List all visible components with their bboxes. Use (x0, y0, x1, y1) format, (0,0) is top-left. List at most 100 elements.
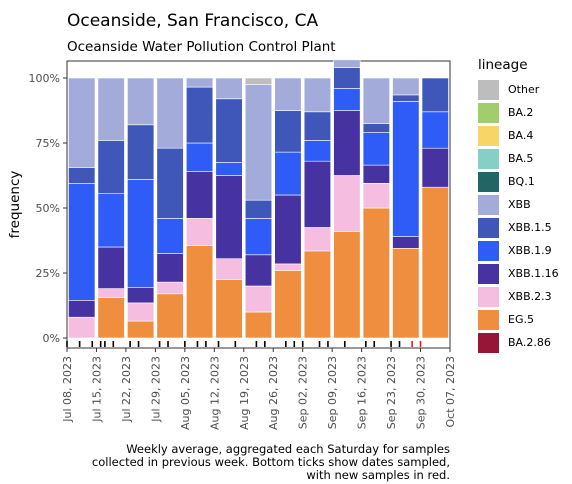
bar-segment-xbb (333, 59, 361, 68)
bar-segment-xbb-1-16 (362, 164, 390, 184)
bar-segment-xbb-1-5 (68, 167, 96, 184)
y-tick-label: 0% (43, 332, 60, 345)
legend-swatch (478, 287, 499, 307)
y-tick-label: 25% (36, 267, 60, 280)
bar-segment-xbb-1-16 (392, 236, 420, 249)
caption-line: Weekly average, aggregated each Saturday… (126, 442, 450, 456)
x-tick-label: Jul 22, 2023 (120, 356, 133, 423)
bar-segment-xbb-1-5 (127, 124, 155, 180)
bar-segment-xbb-1-9 (215, 162, 243, 176)
bar-segment-xbb-1-9 (244, 218, 273, 256)
legend-item: BA.5 (478, 149, 568, 169)
bar-segment-eg-5 (333, 231, 361, 339)
bar-segment-xbb-1-5 (156, 147, 184, 219)
bar-segment-xbb-1-9 (68, 183, 96, 301)
legend-label: XBB.1.9 (508, 244, 552, 257)
bar-segment-xbb (97, 77, 125, 141)
bar-segment-xbb-1-9 (97, 193, 125, 248)
bar-segment-other (244, 77, 273, 85)
legend-label: EG.5 (508, 313, 534, 326)
legend-item: BA.2.86 (478, 333, 568, 353)
legend-label: Other (508, 83, 540, 96)
bar-segment-xbb-1-9 (274, 151, 302, 196)
bar-segment-eg-5 (127, 320, 155, 339)
y-tick-label: 50% (36, 202, 60, 215)
bar-segment-xbb (244, 84, 273, 201)
bar-segment-xbb-1-9 (392, 101, 420, 237)
x-tick-label: Sep 02, 2023 (297, 356, 310, 429)
legend-label: BA.2.86 (508, 336, 551, 349)
bar-segment-eg-5 (274, 270, 302, 339)
y-tick-label: 100% (29, 72, 60, 85)
bar-segment-xbb (215, 77, 243, 100)
bar-segment-xbb-1-9 (421, 111, 449, 149)
bar-segment-xbb-1-5 (392, 94, 420, 102)
bar-segment-xbb-1-16 (127, 286, 155, 304)
legend-item: XBB.1.5 (478, 218, 568, 238)
legend-label: XBB (508, 198, 531, 211)
legend-swatch (478, 172, 499, 192)
bar-segment-xbb (186, 77, 214, 88)
legend-label: BQ.1 (508, 175, 535, 188)
bar-segment-xbb-1-16 (68, 299, 96, 318)
bar-segment-xbb-2-3 (97, 288, 125, 299)
bar-segment-xbb-2-3 (244, 285, 273, 313)
bar-segment-xbb-1-16 (186, 171, 214, 219)
x-tick-label: Jul 29, 2023 (149, 356, 162, 423)
legend-item: XBB.1.16 (478, 264, 568, 284)
bar-segment-xbb-2-3 (215, 258, 243, 280)
bar-segment-xbb-1-5 (421, 77, 449, 113)
bar-segment-xbb-1-5 (186, 86, 214, 144)
bar-segment-xbb-1-9 (156, 218, 184, 254)
chart-caption: Weekly average, aggregated each Saturday… (30, 443, 450, 482)
x-tick-label: Aug 19, 2023 (238, 356, 251, 430)
legend-item: Other (478, 80, 568, 100)
legend-swatch (478, 80, 499, 100)
bar-segment-eg-5 (215, 279, 243, 339)
legend-swatch (478, 264, 499, 284)
chart-subtitle: Oceanside Water Pollution Control Plant (67, 39, 336, 55)
x-tick-label: Sep 23, 2023 (385, 356, 398, 429)
bar-segment-eg-5 (186, 245, 214, 339)
bar-segment-xbb-1-16 (274, 194, 302, 265)
bar-segment-eg-5 (421, 186, 449, 339)
bar-segment-xbb (392, 77, 420, 96)
bar-segment-xbb-2-3 (333, 175, 361, 232)
x-tick-label: Sep 09, 2023 (326, 356, 339, 429)
x-tick-label: Jul 15, 2023 (90, 356, 103, 423)
x-tick-label: Jul 08, 2023 (61, 356, 74, 423)
x-tick-label: Aug 26, 2023 (267, 356, 280, 430)
x-tick-label: Aug 12, 2023 (208, 356, 221, 430)
legend-swatch (478, 310, 499, 330)
bar-segment-xbb (362, 77, 390, 124)
legend-item: XBB.1.9 (478, 241, 568, 261)
legend-item: BA.2 (478, 103, 568, 123)
y-tick-label: 75% (36, 137, 60, 150)
chart-title: Oceanside, San Francisco, CA (67, 11, 319, 31)
x-tick-label: Oct 07, 2023 (444, 356, 457, 428)
bar-segment-xbb-1-5 (303, 111, 331, 141)
bar-segment-xbb-1-9 (303, 140, 331, 162)
x-tick-label: Aug 05, 2023 (179, 356, 192, 430)
bar-segment-xbb-1-5 (97, 140, 125, 194)
legend-swatch (478, 195, 499, 215)
legend-item: BA.4 (478, 126, 568, 146)
bar-segment-xbb-1-16 (97, 246, 125, 289)
bar-segment-xbb-1-16 (215, 175, 243, 259)
legend-label: BA.2 (508, 106, 534, 119)
bar-segment-eg-5 (303, 250, 331, 339)
legend-item: XBB.2.3 (478, 287, 568, 307)
legend-item: XBB (478, 195, 568, 215)
legend-swatch (478, 126, 499, 146)
legend-label: XBB.2.3 (508, 290, 552, 303)
legend-swatch (478, 241, 499, 261)
bar-segment-xbb-1-16 (244, 254, 273, 287)
bar-segment-xbb (127, 77, 155, 126)
legend-label: BA.4 (508, 129, 534, 142)
bar-segment-eg-5 (156, 293, 184, 339)
bar-segment-xbb-1-16 (333, 110, 361, 176)
x-tick-label: Sep 16, 2023 (356, 356, 369, 429)
legend-label: XBB.1.5 (508, 221, 552, 234)
bar-segment-xbb-1-5 (244, 199, 273, 219)
